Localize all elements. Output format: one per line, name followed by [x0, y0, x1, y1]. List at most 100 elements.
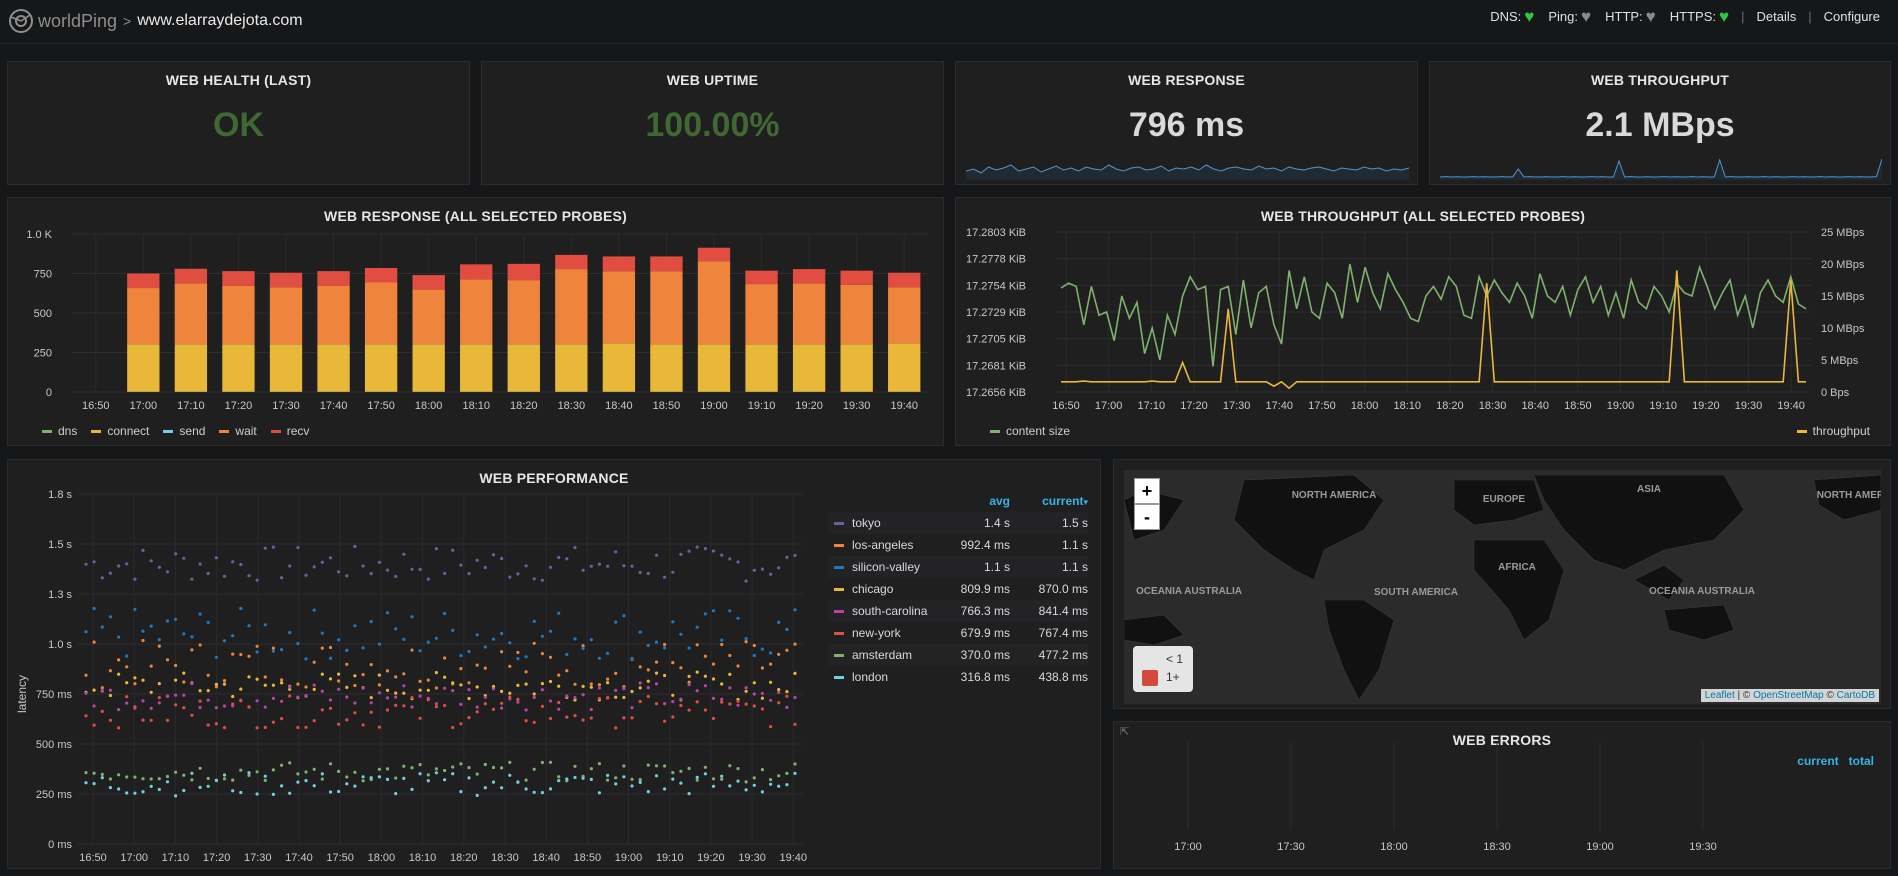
point-chicago — [777, 688, 781, 692]
legend-item-wait[interactable]: wait — [219, 424, 257, 438]
point-los-angeles — [214, 685, 218, 689]
web-health-panel[interactable]: WEB HEALTH (LAST) OK — [7, 61, 470, 185]
y-right-tick-label: 15 MBps — [1821, 291, 1865, 303]
point-new-york — [728, 702, 732, 706]
external-link-icon[interactable]: ⇱ — [1120, 726, 1130, 738]
legend-item-dns[interactable]: dns — [42, 424, 77, 438]
map-label: AFRICA — [1498, 562, 1536, 573]
point-los-angeles — [752, 643, 756, 648]
point-london — [475, 793, 479, 797]
point-los-angeles — [394, 675, 398, 679]
point-new-york — [548, 716, 553, 721]
point-amsterdam — [654, 764, 659, 768]
point-new-york — [320, 708, 324, 712]
point-silicon-valley — [589, 638, 593, 642]
leaflet-link[interactable]: Leaflet — [1704, 690, 1735, 701]
point-silicon-valley — [532, 619, 536, 623]
bar-recv — [174, 268, 208, 284]
legend-row-silicon-valley[interactable]: silicon-valley 1.1 s 1.1 s — [828, 556, 1088, 578]
y-left-tick-label: 17.2705 KiB — [966, 334, 1026, 346]
point-los-angeles — [296, 682, 300, 686]
heart-icon[interactable]: ♥ — [1581, 6, 1592, 26]
zoom-in-button[interactable]: + — [1134, 478, 1160, 504]
heart-icon[interactable]: ♥ — [1719, 6, 1730, 26]
point-new-york — [117, 726, 121, 730]
site-breadcrumb[interactable]: www.elarraydejota.com — [137, 12, 303, 29]
ping-check-label: Ping: — [1548, 9, 1579, 24]
point-new-york — [312, 719, 316, 723]
details-link[interactable]: Details — [1756, 9, 1797, 24]
point-new-york — [483, 702, 487, 706]
legend-row-london[interactable]: london 316.8 ms 438.8 ms — [828, 666, 1088, 688]
heart-icon[interactable]: ♥ — [1524, 6, 1535, 26]
point-london — [304, 779, 308, 783]
point-silicon-valley — [703, 612, 708, 616]
zoom-out-button[interactable]: - — [1134, 504, 1160, 530]
point-amsterdam — [524, 778, 528, 782]
point-tokyo — [133, 577, 137, 581]
point-los-angeles — [353, 683, 357, 688]
x-tick-label: 18:00 — [1380, 841, 1408, 853]
legend-item-content-size[interactable]: content size — [990, 424, 1070, 438]
configure-link[interactable]: Configure — [1823, 9, 1880, 24]
legend-row-south-carolina[interactable]: south-carolina 766.3 ms 841.4 ms — [828, 600, 1088, 622]
legend-row-los-angeles[interactable]: los-angeles 992.4 ms 1.1 s — [828, 534, 1088, 556]
point-tokyo — [149, 559, 153, 563]
col-total-header[interactable]: total — [1848, 754, 1874, 768]
point-silicon-valley — [548, 629, 553, 633]
web-performance-panel[interactable]: WEB PERFORMANCE latency 0 ms 250 ms 500 ms 7… — [7, 459, 1101, 869]
web-response-probes-panel[interactable]: WEB RESPONSE (ALL SELECTED PROBES) 0 250 5… — [7, 197, 944, 446]
point-new-york — [345, 718, 349, 722]
point-london — [418, 772, 422, 776]
y-right-tick-label: 10 MBps — [1821, 323, 1865, 335]
point-new-york — [760, 707, 765, 711]
brand[interactable]: worldPing > www.elarraydejota.com — [8, 8, 303, 34]
point-silicon-valley — [108, 615, 112, 619]
point-new-york — [174, 703, 178, 707]
point-los-angeles — [695, 643, 699, 647]
point-los-angeles — [239, 652, 243, 657]
legend-item-send[interactable]: send — [163, 424, 205, 438]
point-chicago — [785, 690, 789, 694]
point-new-york — [573, 714, 577, 718]
carto-link[interactable]: CartoDB — [1836, 690, 1875, 701]
legend-item-connect[interactable]: connect — [91, 424, 149, 438]
point-south-carolina — [410, 705, 414, 709]
y-tick-label: 750 — [34, 269, 52, 281]
legend-row-amsterdam[interactable]: amsterdam 370.0 ms 477.2 ms — [828, 644, 1088, 666]
col-current-header[interactable]: current ▾ — [1042, 494, 1088, 508]
point-south-carolina — [646, 686, 650, 690]
panel-title: WEB PERFORMANCE — [479, 470, 629, 486]
point-amsterdam — [133, 775, 137, 779]
col-avg-header[interactable]: avg — [989, 494, 1010, 508]
legend-row-chicago[interactable]: chicago 809.9 ms 870.0 ms — [828, 578, 1088, 600]
legend-item-throughput[interactable]: throughput — [1796, 424, 1870, 438]
legend-row-tokyo[interactable]: tokyo 1.4 s 1.5 s — [828, 512, 1088, 534]
legend-row-new-york[interactable]: new-york 679.9 ms 767.4 ms — [828, 622, 1088, 644]
col-current-header[interactable]: current — [1797, 754, 1839, 768]
bar-connect — [460, 344, 493, 392]
throughput-legend-right: throughput — [1796, 424, 1870, 438]
bar-recv — [650, 256, 683, 272]
world-map-panel[interactable]: NORTH AMERICA EUROPE ASIA NORTH AMERICA … — [1113, 459, 1891, 709]
web-uptime-panel[interactable]: WEB UPTIME 100.00% — [481, 61, 944, 185]
bar-recv — [412, 275, 445, 290]
point-new-york — [695, 700, 699, 704]
web-response-panel[interactable]: WEB RESPONSE 796 ms — [955, 61, 1418, 185]
web-errors-panel[interactable]: ⇱ WEB ERRORS current total 17:00 17:30 18:… — [1113, 721, 1891, 869]
web-throughput-panel[interactable]: WEB THROUGHPUT 2.1 MBps — [1429, 61, 1891, 185]
osm-link[interactable]: OpenStreetMap — [1753, 690, 1824, 701]
point-los-angeles — [385, 669, 390, 673]
point-amsterdam — [728, 764, 732, 768]
web-throughput-probes-panel[interactable]: WEB THROUGHPUT (ALL SELECTED PROBES) 17.… — [955, 197, 1891, 446]
heart-icon[interactable]: ♥ — [1645, 6, 1656, 26]
world-map[interactable]: NORTH AMERICA EUROPE ASIA NORTH AMERICA … — [1124, 470, 1881, 704]
bar-recv — [222, 271, 255, 286]
point-new-york — [736, 699, 740, 703]
point-silicon-valley — [760, 647, 765, 651]
point-south-carolina — [84, 691, 88, 695]
point-tokyo — [663, 575, 667, 579]
point-silicon-valley — [769, 651, 773, 655]
point-chicago — [516, 683, 520, 687]
legend-item-recv[interactable]: recv — [270, 424, 309, 438]
